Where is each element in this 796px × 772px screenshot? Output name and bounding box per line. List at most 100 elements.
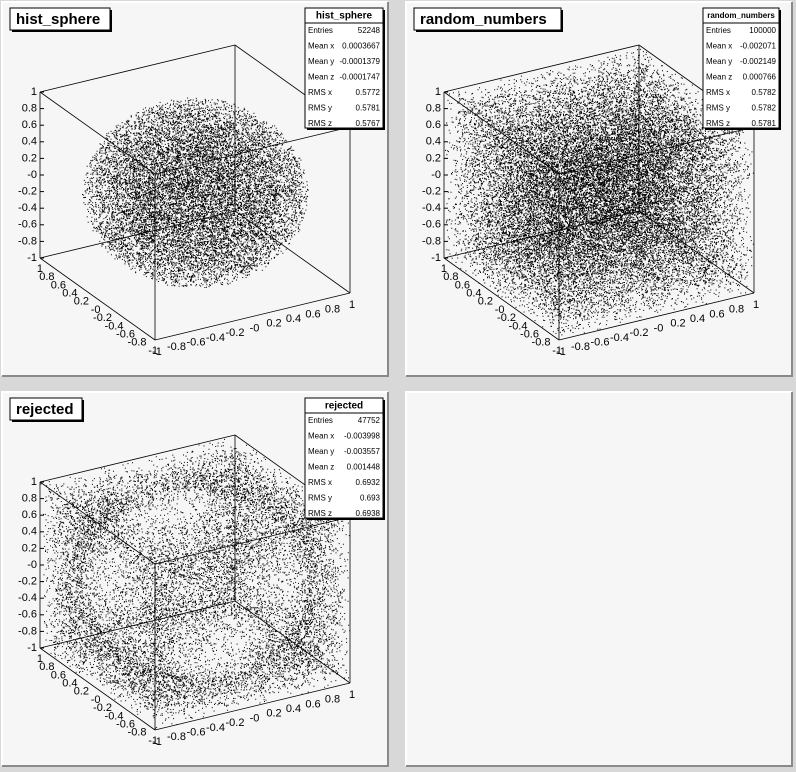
z-tick-label: -1	[27, 252, 37, 264]
x-tick-label: -1	[152, 346, 162, 358]
x-tick-label: 0.8	[325, 304, 340, 316]
pad-bevel-dark	[406, 2, 793, 377]
box-edge	[39, 481, 156, 565]
x-tick-label: -0	[654, 322, 664, 334]
y-tick-label: -0	[91, 694, 101, 706]
x-tick-label: -0	[250, 322, 260, 334]
z-tick-label: 0.2	[426, 152, 441, 164]
stats-title: random_numbers	[707, 11, 775, 20]
stats-value: 0.001448	[347, 463, 381, 472]
z-tick-label: 1	[435, 86, 441, 98]
x-tick-label: 0.4	[286, 703, 301, 715]
box-edge	[154, 292, 351, 341]
x-tick-label: -0.4	[610, 332, 629, 344]
z-tick-label: 1	[31, 86, 37, 98]
y-tick-label: 0.8	[443, 271, 458, 283]
y-tick-label: 0.2	[74, 296, 89, 308]
pad	[406, 392, 792, 766]
y-tick-label: -0.4	[509, 320, 528, 332]
x-tick-label: -0.8	[167, 341, 186, 353]
box-edge	[443, 257, 560, 341]
stats-value: 0.000766	[743, 73, 777, 82]
y-tick-label: 0.4	[466, 288, 481, 300]
x-tick-label: 0.4	[690, 313, 705, 325]
box-edge	[558, 126, 755, 175]
z-tick-label: -0.2	[422, 186, 441, 198]
x-tick-label: 0.6	[305, 698, 320, 710]
z-tick-label: -0	[431, 169, 441, 181]
z-tick-label: -0.4	[18, 202, 37, 214]
z-tick-label: -0.2	[18, 186, 37, 198]
z-tick-label: 0.8	[22, 103, 37, 115]
pad-title: hist_sphere	[16, 11, 100, 28]
stats-value: 52248	[358, 26, 381, 35]
pad-content: 10.80.60.40.2-0-0.2-0.4-0.6-0.8-110.80.6…	[9, 397, 385, 748]
stats-value: -0.003557	[344, 447, 381, 456]
x-tick-label: -0.2	[630, 327, 649, 339]
z-tick-label: 1	[31, 476, 37, 488]
stats-box	[304, 397, 384, 519]
y-tick-label: -0.8	[128, 337, 147, 349]
x-tick-label: 1	[349, 299, 355, 311]
stats-value: 0.5782	[752, 88, 777, 97]
x-tick-label: -0.6	[591, 337, 610, 349]
y-tick-label: 0.8	[39, 271, 54, 283]
x-tick-label: 0.2	[670, 318, 685, 330]
pad-bevel-dark	[2, 392, 389, 767]
stats-value: 0.6932	[356, 478, 381, 487]
pad-bevel-light	[1, 391, 388, 766]
box-edge	[39, 600, 236, 649]
stats-key: Mean x	[706, 42, 732, 51]
stats-key: RMS z	[706, 119, 730, 128]
stats-key: Entries	[308, 26, 333, 35]
pad-bevel-light	[405, 1, 792, 376]
y-tick-label: -0.6	[116, 719, 135, 731]
stats-value: -0.003998	[344, 432, 381, 441]
box-edge	[154, 516, 351, 565]
z-tick-label: -0.6	[18, 609, 37, 621]
z-tick-label: -1	[27, 642, 37, 654]
x-tick-label: 0.8	[325, 694, 340, 706]
z-tick-label: 0.2	[22, 152, 37, 164]
pad-title: random_numbers	[420, 11, 547, 28]
stats-value: -0.0001379	[340, 57, 381, 66]
box-edge	[234, 600, 351, 684]
x-tick-label: -0	[250, 712, 260, 724]
y-tick-label: 0.6	[51, 669, 66, 681]
x-tick-label: -0.6	[187, 337, 206, 349]
scatter-points	[40, 438, 351, 729]
pad-bevel-light	[405, 391, 792, 766]
stats-key: Mean y	[308, 447, 334, 456]
stats-value: 0.5781	[356, 104, 381, 113]
stats-box	[702, 7, 780, 129]
x-tick-label: -1	[556, 346, 566, 358]
box-edge	[154, 682, 351, 731]
z-tick-label: 0.6	[22, 509, 37, 521]
stats-key: RMS x	[308, 478, 332, 487]
y-tick-label: -0.2	[497, 312, 516, 324]
stats-title: rejected	[325, 401, 363, 412]
stats-key: Entries	[706, 26, 731, 35]
z-tick-label: -0	[27, 169, 37, 181]
y-tick-label: 1	[37, 653, 43, 665]
y-tick-label: 0.6	[51, 279, 66, 291]
stats-value: -0.002149	[740, 57, 777, 66]
z-tick-label: -0.4	[18, 592, 37, 604]
scatter-points	[82, 97, 309, 288]
stats-key: RMS x	[308, 88, 332, 97]
stats-value: 0.5767	[356, 119, 381, 128]
y-tick-label: -0.2	[93, 312, 112, 324]
y-tick-label: 1	[37, 263, 43, 275]
stats-value: 0.5781	[752, 119, 777, 128]
box-edge	[39, 257, 156, 341]
box-edge	[558, 292, 755, 341]
x-tick-label: -0.4	[206, 332, 225, 344]
x-tick-label: 1	[349, 689, 355, 701]
box-edge	[39, 44, 236, 93]
y-tick-label: -1	[148, 345, 158, 357]
y-tick-label: -0.2	[93, 702, 112, 714]
x-tick-label: 0.6	[305, 308, 320, 320]
box-edge	[234, 210, 351, 294]
x-tick-label: 0.8	[729, 304, 744, 316]
stats-value: -0.0001747	[340, 73, 381, 82]
